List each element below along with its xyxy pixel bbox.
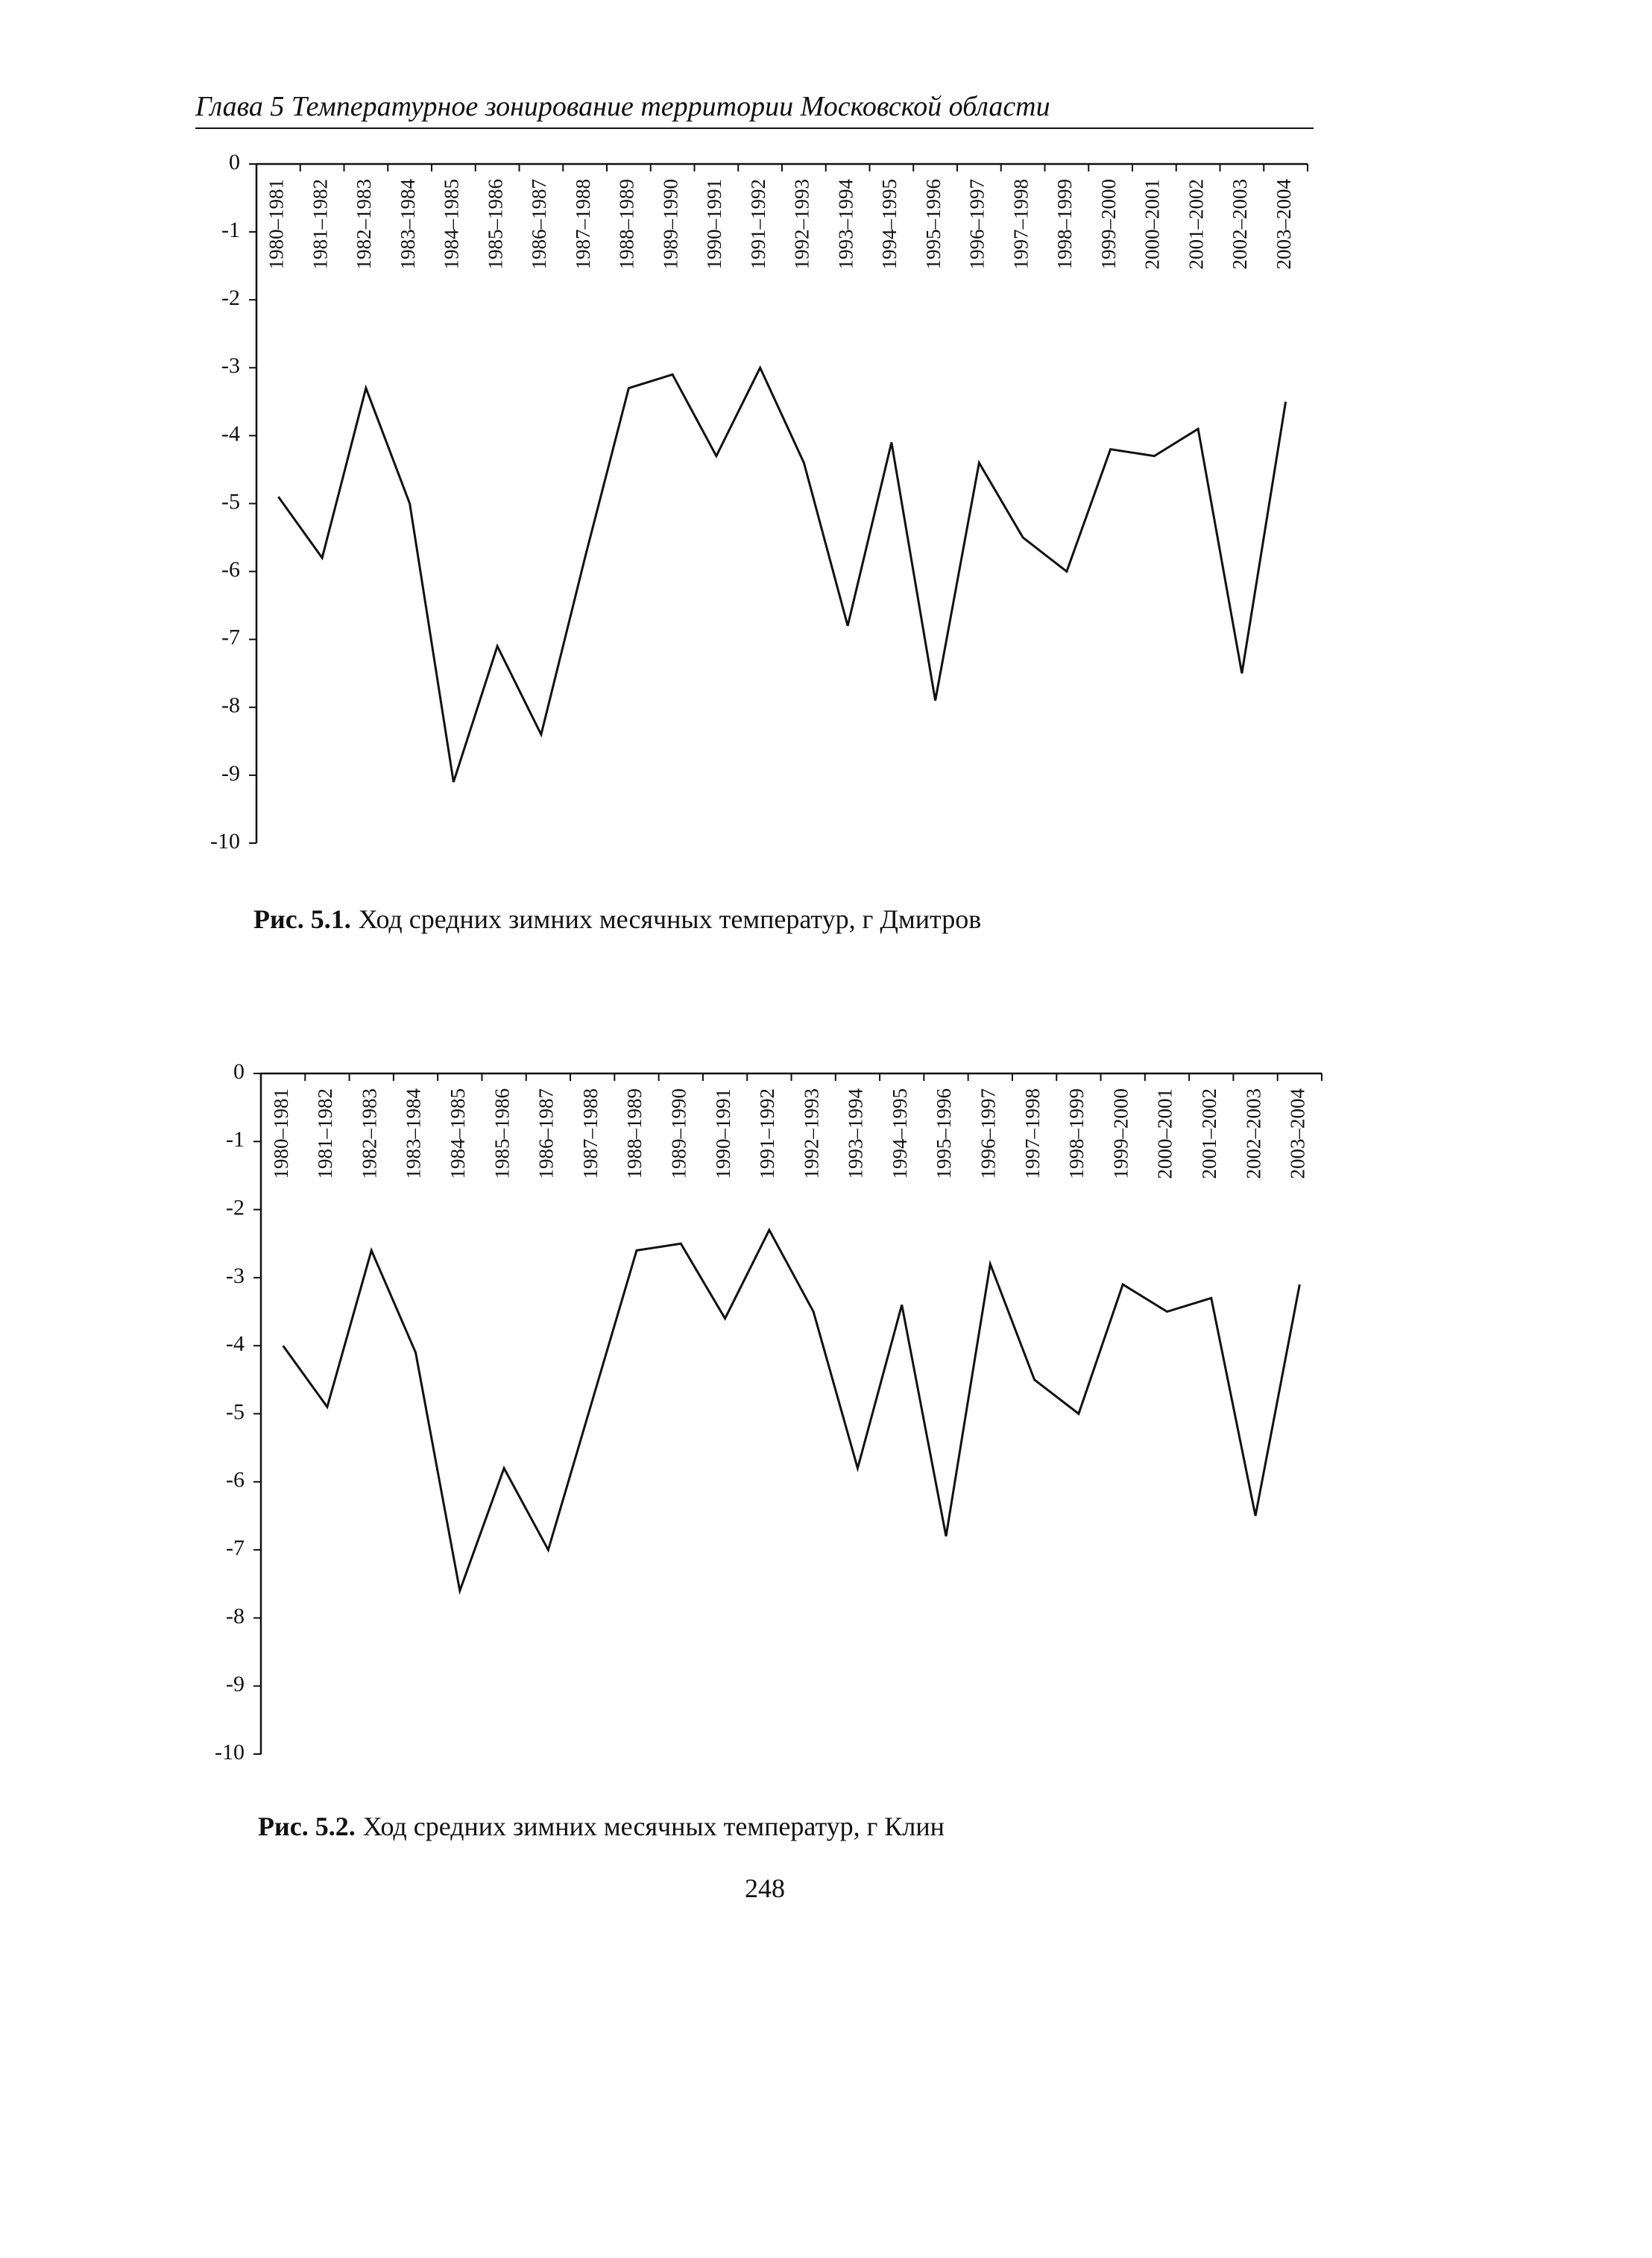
x-tick-label: 1982–1983	[358, 1088, 380, 1179]
y-tick-label: -5	[221, 489, 240, 514]
x-tick-label: 1981–1982	[314, 1088, 336, 1179]
y-tick-label: -8	[221, 693, 240, 718]
x-tick-label: 1992–1993	[800, 1088, 822, 1179]
x-tick-label: 1988–1989	[616, 179, 638, 270]
y-tick-label: -6	[226, 1468, 245, 1492]
x-tick-label: 1987–1988	[572, 179, 594, 270]
y-tick-label: -3	[221, 353, 240, 378]
x-tick-label: 2001–2002	[1185, 179, 1207, 270]
caption-label: Рис. 5.1.	[253, 904, 351, 934]
x-tick-label: 1998–1999	[1065, 1088, 1088, 1179]
x-tick-label: 1986–1987	[535, 1088, 558, 1179]
y-tick-label: -4	[221, 421, 240, 446]
x-tick-label: 1989–1990	[667, 1088, 690, 1179]
page-number: 248	[745, 1873, 785, 1903]
x-tick-label: 2001–2002	[1198, 1088, 1220, 1179]
x-tick-label: 1992–1993	[791, 179, 813, 270]
y-tick-label: -1	[226, 1127, 245, 1152]
x-tick-label: 1991–1992	[756, 1088, 778, 1179]
y-tick-label: 0	[229, 150, 240, 174]
x-tick-label: 1980–1981	[265, 179, 288, 270]
x-tick-label: 1988–1989	[623, 1088, 646, 1179]
y-tick-label: -7	[226, 1536, 245, 1560]
running-header: Глава 5 Температурное зонирование террит…	[195, 91, 1050, 122]
x-tick-label: 1990–1991	[712, 1088, 734, 1179]
x-tick-label: 1985–1986	[484, 179, 506, 270]
x-tick-label: 2003–2004	[1287, 1088, 1309, 1179]
x-tick-label: 1983–1984	[397, 179, 419, 270]
data-line	[277, 365, 1287, 783]
x-tick-label: 1991–1992	[747, 179, 769, 270]
x-tick-label: 1989–1990	[659, 179, 681, 270]
y-tick-label: -7	[221, 625, 240, 650]
y-tick-label: -2	[226, 1195, 245, 1220]
y-tick-label: -8	[226, 1603, 245, 1628]
data-line	[282, 1227, 1301, 1595]
caption-label: Рис. 5.2.	[258, 1811, 356, 1841]
y-tick-label: -10	[210, 829, 240, 854]
y-tick-label: -1	[221, 218, 240, 242]
x-tick-label: 2002–2003	[1229, 179, 1251, 270]
x-tick-label: 1994–1995	[889, 1088, 911, 1179]
x-tick-label: 1997–1998	[1009, 179, 1032, 270]
x-tick-label: 2000–2001	[1154, 1088, 1176, 1179]
y-tick-label: 0	[233, 1059, 245, 1084]
x-tick-label: 1997–1998	[1021, 1088, 1044, 1179]
x-tick-label: 1998–1999	[1053, 179, 1076, 270]
x-tick-label: 1999–2000	[1109, 1088, 1132, 1179]
x-tick-label: 1994–1995	[878, 179, 901, 270]
x-tick-label: 1980–1981	[270, 1088, 292, 1179]
figure-caption: Рис. 5.1. Ход средних зимних месячных тем…	[253, 904, 981, 934]
x-tick-label: 2003–2004	[1273, 179, 1295, 270]
x-tick-label: 1986–1987	[528, 179, 550, 270]
x-tick-label: 1999–2000	[1097, 179, 1120, 270]
x-tick-label: 1981–1982	[309, 179, 331, 270]
x-tick-label: 1985–1986	[491, 1088, 513, 1179]
x-tick-label: 1983–1984	[403, 1088, 425, 1179]
x-tick-label: 1990–1991	[703, 179, 725, 270]
y-tick-label: -2	[221, 286, 240, 310]
figure-caption: Рис. 5.2. Ход средних зимних месячных тем…	[258, 1811, 945, 1841]
x-tick-label: 1987–1988	[579, 1088, 602, 1179]
y-tick-label: -9	[221, 761, 240, 786]
x-tick-label: 1993–1994	[845, 1088, 867, 1179]
x-tick-label: 1995–1996	[933, 1088, 955, 1179]
x-tick-label: 1984–1985	[447, 1088, 469, 1179]
y-tick-label: -5	[226, 1399, 245, 1424]
y-tick-label: -10	[215, 1740, 245, 1765]
caption-text: Ход средних зимних месячных температур, …	[363, 1811, 945, 1841]
y-tick-label: -6	[221, 557, 240, 581]
x-tick-label: 1993–1994	[834, 179, 857, 270]
y-tick-label: -3	[226, 1264, 245, 1288]
x-tick-label: 1996–1997	[966, 179, 989, 270]
x-tick-label: 1984–1985	[441, 179, 463, 270]
x-tick-label: 1995–1996	[922, 179, 945, 270]
y-tick-label: -9	[226, 1672, 245, 1697]
caption-text: Ход средних зимних месячных температур, …	[359, 904, 981, 934]
y-tick-label: -4	[226, 1331, 245, 1356]
x-tick-label: 1982–1983	[353, 179, 375, 270]
x-tick-label: 2000–2001	[1141, 179, 1164, 270]
x-tick-label: 1996–1997	[977, 1088, 1000, 1179]
x-tick-label: 2002–2003	[1242, 1088, 1264, 1179]
